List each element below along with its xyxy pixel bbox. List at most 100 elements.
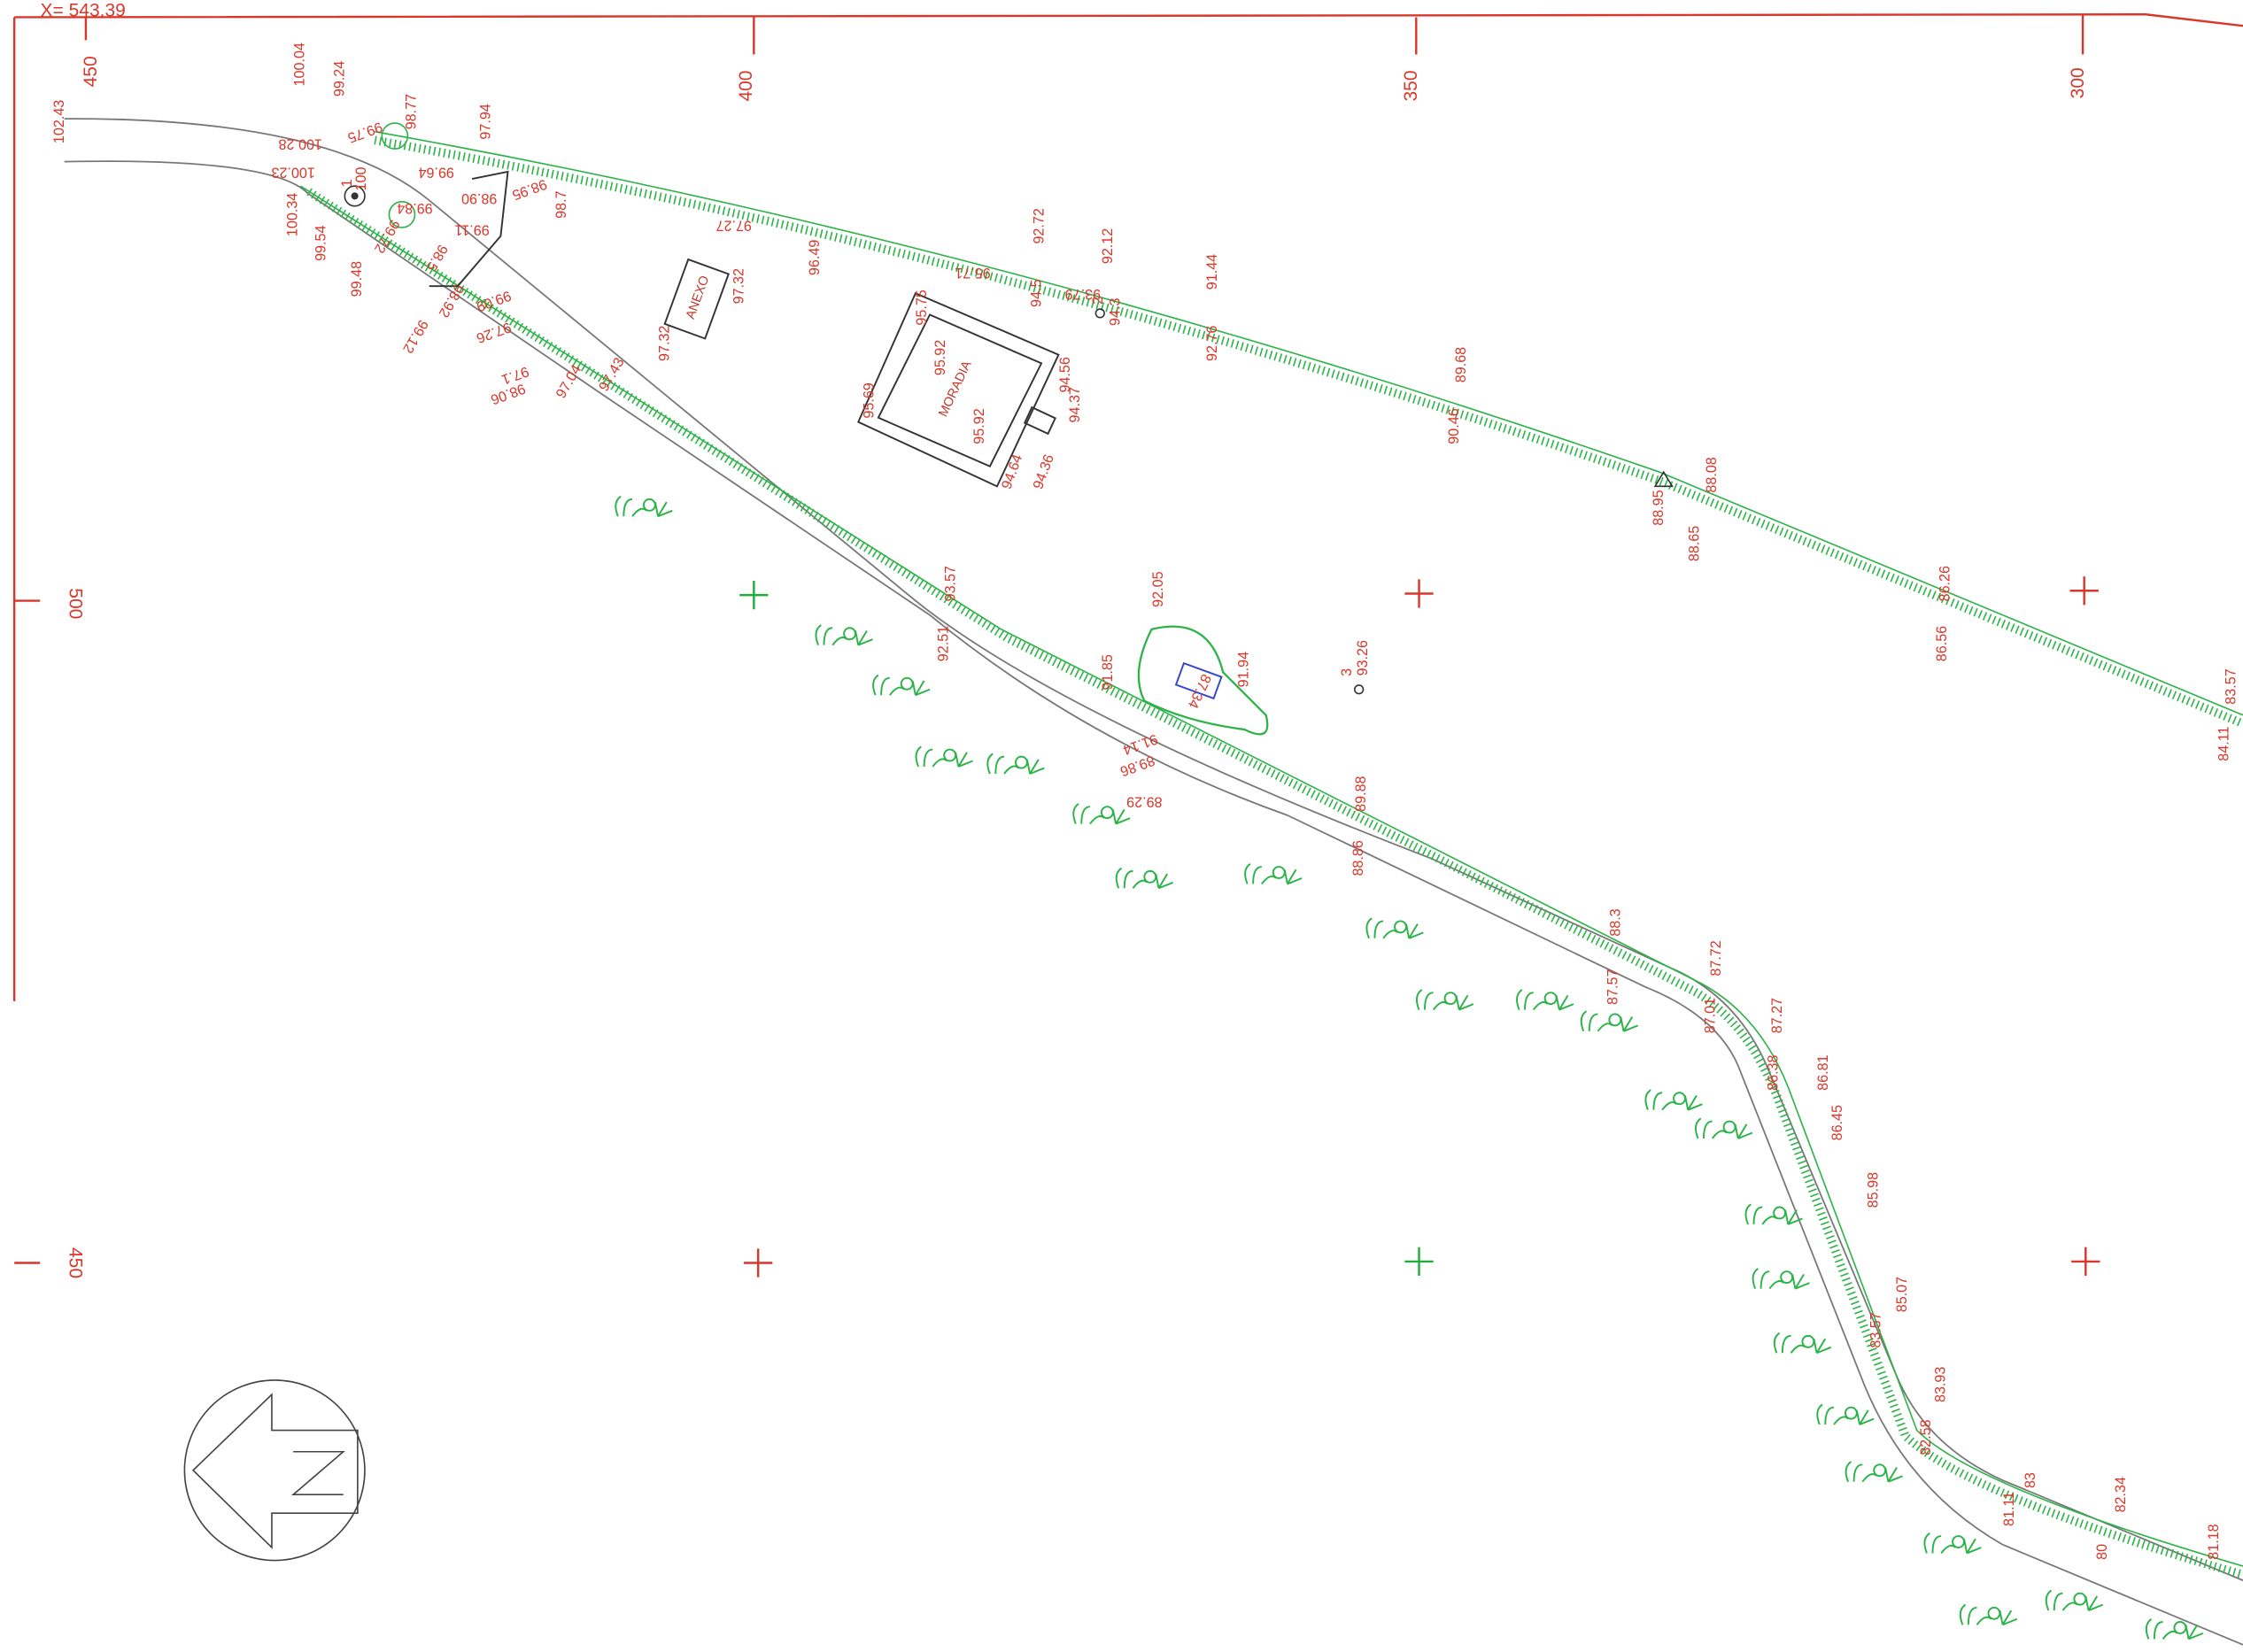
shrub-bloom	[1801, 1334, 1815, 1348]
spot-height: 94.64	[999, 452, 1026, 491]
shrub-leaf	[1791, 1273, 1810, 1290]
spot-height: 92.51	[935, 626, 951, 661]
shrub-stroke	[1752, 1268, 1785, 1290]
shrub-leaf	[1555, 994, 1574, 1011]
spot-height: 87.72	[1708, 940, 1724, 976]
spot-height: 81.18	[2206, 1524, 2222, 1559]
spot-height: 99.75	[345, 119, 384, 146]
shrub-stroke	[2145, 1617, 2178, 1640]
shrub-bloom	[1780, 1270, 1794, 1285]
spot-height: 100.28	[279, 135, 322, 151]
shrub	[1072, 803, 1131, 825]
spot-height: 99.84	[397, 200, 432, 216]
shrub-bloom	[1952, 1535, 1965, 1548]
spot-height: 97.27	[716, 217, 752, 233]
spot-height: 83.57	[1868, 1312, 1884, 1347]
spot-height: 87.01	[1702, 998, 1718, 1033]
spot-height: 98.92	[436, 282, 468, 320]
north-arrow	[183, 1379, 366, 1562]
spot-height: 98.95	[510, 176, 549, 204]
shrub-leaf	[1455, 994, 1474, 1011]
shrub-leaf	[1884, 1467, 1903, 1483]
shrub	[1244, 863, 1303, 885]
spot-height: 89.29	[1126, 793, 1162, 809]
green-crosses	[739, 580, 1434, 1277]
shrub-leaf	[1855, 1409, 1875, 1425]
spot-height: 93.79	[1065, 286, 1101, 302]
grid-label: 350	[1401, 70, 1421, 101]
shrub	[1415, 989, 1474, 1011]
shrub-leaf	[855, 629, 873, 646]
shrub-leaf	[1963, 1538, 1982, 1555]
spot-height: 93.26	[1355, 640, 1371, 675]
spot-height: 91.85	[1100, 654, 1116, 690]
spot-height: 88.65	[1687, 526, 1703, 561]
shrub	[1959, 1603, 2018, 1626]
grid-label: 300	[2068, 67, 2088, 98]
spot-height: 97.32	[731, 268, 746, 304]
shrub-bloom	[1873, 1463, 1887, 1478]
spot-height: 82.58	[1918, 1419, 1934, 1455]
shrub	[2045, 1589, 2104, 1611]
point-id: 2	[1090, 297, 1106, 305]
spot-height: 85.07	[1894, 1277, 1910, 1312]
shrub	[1773, 1332, 1832, 1355]
shrub	[2145, 1617, 2204, 1640]
spot-height: 99.11	[454, 221, 489, 237]
building-label: ANEXO	[684, 274, 712, 320]
shrub	[815, 624, 873, 646]
spot-height: 83	[2023, 1472, 2038, 1488]
shrub-stroke	[1415, 989, 1449, 1011]
spot-height: 98.06	[489, 381, 528, 408]
spot-height: 97.04	[553, 362, 584, 401]
shrub-bloom	[900, 676, 914, 691]
shrub-bloom	[1443, 992, 1458, 1006]
shrub-leaf	[955, 752, 973, 768]
spot-height: 95.71	[955, 265, 990, 281]
spot-height: 83.93	[1932, 1367, 1948, 1402]
labels: X= 543.39 450 400 350 300500450ANEXOMORADIA…	[41, 1, 2239, 1560]
spot-height: 94.37	[1067, 387, 1083, 422]
shrub-leaf	[1155, 873, 1174, 890]
shrub-leaf	[1620, 1016, 1639, 1032]
shrub-leaf	[1111, 808, 1131, 825]
shrub-stroke	[1959, 1603, 1992, 1625]
spot-height: 97.26	[475, 319, 514, 346]
shrub-stroke	[986, 753, 1019, 775]
shrub-bloom	[1608, 1013, 1622, 1027]
shrub-stroke	[1923, 1532, 1956, 1555]
spot-height: 88.3	[1608, 908, 1624, 936]
shrub	[1644, 1089, 1703, 1111]
spot-height: 99.64	[418, 165, 453, 181]
shrub-stroke	[1694, 1117, 1728, 1139]
shrub-bloom	[1272, 866, 1286, 879]
shrub	[1744, 1203, 1803, 1225]
shrub-stroke	[1516, 989, 1549, 1011]
spot-height: 80	[2094, 1544, 2110, 1560]
grid-label: 450	[81, 56, 101, 87]
shrub-stroke	[1744, 1203, 1778, 1225]
shrub-stroke	[1773, 1332, 1806, 1354]
spot-height: 95.69	[861, 382, 877, 418]
shrub	[1516, 989, 1574, 1011]
shrub-stroke	[1816, 1403, 1849, 1425]
shrub	[1816, 1403, 1875, 1425]
shrub-leaf	[1734, 1123, 1753, 1139]
spot-height: 87.34	[1185, 672, 1214, 711]
spot-height: 89.88	[1353, 776, 1369, 811]
spot-height: 102.43	[51, 100, 67, 143]
shrub-bloom	[1673, 1092, 1686, 1106]
shrub-leaf	[1405, 923, 1424, 939]
shrub-leaf	[2185, 1624, 2204, 1640]
shrub-stroke	[1580, 1010, 1613, 1032]
spot-height: 93.57	[943, 566, 959, 601]
grid-label: 450	[65, 1247, 85, 1278]
spot-height: 94.3	[1107, 298, 1123, 326]
shrub-leaf	[654, 501, 673, 518]
road-edges	[64, 118, 2243, 1646]
spot-height: 95.75	[914, 289, 930, 325]
spot-height: 83.57	[2223, 668, 2239, 704]
spot-height: 86.38	[1765, 1054, 1781, 1090]
spot-height: 87.27	[1769, 998, 1785, 1033]
spot-height: 91.44	[1204, 254, 1220, 289]
